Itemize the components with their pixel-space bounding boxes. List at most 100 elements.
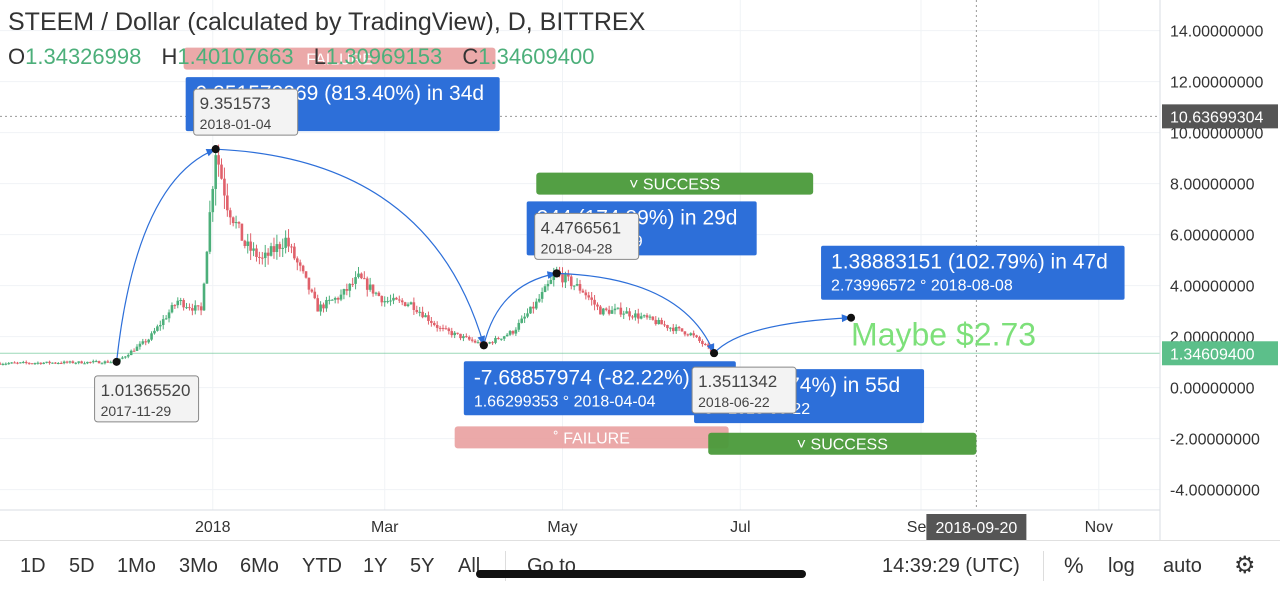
candle-body xyxy=(179,300,183,302)
swing-curve xyxy=(556,272,715,354)
candle-body xyxy=(301,265,305,272)
candle-body xyxy=(269,246,273,256)
candle-body xyxy=(453,332,456,336)
toolbar-divider xyxy=(1043,551,1044,581)
auto-scale-button[interactable]: auto xyxy=(1163,555,1202,577)
range-3mo-button[interactable]: 3Mo xyxy=(179,555,218,577)
y-tick-label: 8.00000000 xyxy=(1170,177,1255,194)
axes: 14.00000000 12.00000000 10.00000000 8.00000… xyxy=(0,0,1278,540)
candle-body xyxy=(202,283,206,311)
swing-curve xyxy=(215,148,485,346)
current-price-tag xyxy=(1162,341,1278,366)
candle-body xyxy=(578,284,582,291)
pivot-label-price: 1.01365520 xyxy=(101,381,191,400)
candle-body xyxy=(371,284,375,294)
candle-body xyxy=(164,318,168,320)
percent-scale-button[interactable]: % xyxy=(1064,553,1084,578)
annotations: FAILURE ˅ SUCCESS ˚ FAILURE ˅ SUCCESS 9.3515… xyxy=(94,47,1125,455)
candle-body xyxy=(310,289,314,292)
y-tick-label: 14.00000000 xyxy=(1170,24,1264,41)
candle-body xyxy=(86,361,89,364)
candle-body xyxy=(604,308,608,310)
range-5y-button[interactable]: 5Y xyxy=(410,555,435,577)
candle-body xyxy=(654,319,658,325)
candle-body xyxy=(680,328,684,332)
gear-icon[interactable]: ⚙ xyxy=(1234,552,1256,579)
pivot-label-price: 1.3511342 xyxy=(698,372,777,391)
success-badge-label: ˅ SUCCESS xyxy=(629,177,720,194)
candle-body xyxy=(287,237,290,247)
candle-body xyxy=(674,327,678,332)
candle-body xyxy=(532,306,535,309)
pivot-label-date: 2018-04-28 xyxy=(541,240,613,256)
candle-body xyxy=(249,241,252,251)
candle-body xyxy=(599,306,602,315)
candle-body xyxy=(365,278,369,290)
candle-body xyxy=(491,342,494,344)
candle-body xyxy=(214,155,217,189)
x-tick-label: May xyxy=(547,519,577,536)
candle-body xyxy=(400,300,404,303)
candle-body xyxy=(188,307,191,309)
candle-body xyxy=(465,336,468,338)
range-5d-button[interactable]: 5D xyxy=(69,555,95,577)
y-tick-label: 6.00000000 xyxy=(1170,228,1255,245)
candle-body xyxy=(94,361,98,363)
candle-body xyxy=(339,294,343,300)
candle-body xyxy=(368,284,372,290)
measure-callout-line2: 2.73996572 ° 2018-08-08 xyxy=(831,278,1013,295)
candle-body xyxy=(517,322,521,330)
range-1y-button[interactable]: 1Y xyxy=(363,555,388,577)
candle-body xyxy=(10,362,13,364)
candle-body xyxy=(109,362,113,364)
candle-body xyxy=(135,346,139,351)
log-scale-button[interactable]: log xyxy=(1108,555,1135,577)
candle-body xyxy=(322,304,325,309)
candle-body xyxy=(648,316,652,318)
candle-body xyxy=(569,276,573,287)
candle-body xyxy=(622,313,626,315)
range-1mo-button[interactable]: 1Mo xyxy=(117,555,156,577)
candle-body xyxy=(328,299,331,301)
pivot-label-box xyxy=(193,88,299,136)
success-badge-label: ˅ SUCCESS xyxy=(797,437,888,454)
candle-body xyxy=(272,246,276,253)
candle-body xyxy=(173,305,177,307)
range-6mo-button[interactable]: 6Mo xyxy=(240,555,279,577)
candle-body xyxy=(561,273,564,283)
candle-body xyxy=(48,361,51,364)
candle-body xyxy=(526,313,529,317)
utc-clock[interactable]: 14:39:29 (UTC) xyxy=(882,555,1020,577)
range-all-button[interactable]: All xyxy=(458,555,481,577)
candle-body xyxy=(19,362,22,364)
candle-body xyxy=(167,312,171,319)
candle-body xyxy=(695,335,698,338)
candle-body xyxy=(377,292,381,296)
range-ytd-button[interactable]: YTD xyxy=(302,555,342,577)
x-tick-label: Mar xyxy=(371,519,399,536)
candle-body xyxy=(354,277,357,284)
pivot-label-box xyxy=(534,212,640,260)
candle-body xyxy=(13,362,16,364)
candle-body xyxy=(97,361,101,364)
candle-body xyxy=(65,361,69,363)
candle-body xyxy=(319,304,322,312)
candle-body xyxy=(330,299,334,301)
candle-body xyxy=(406,304,410,307)
range-1d-button[interactable]: 1D xyxy=(20,555,46,577)
candle-body xyxy=(252,248,255,251)
candle-body xyxy=(89,361,92,363)
candle-body xyxy=(357,273,360,278)
candle-body xyxy=(255,248,258,257)
chart-title: STEEM / Dollar (calculated by TradingVie… xyxy=(8,8,646,36)
candle-body xyxy=(193,305,197,311)
candle-body xyxy=(383,301,387,303)
candle-body xyxy=(36,362,40,364)
candle-body xyxy=(543,286,547,293)
toolbar-divider xyxy=(505,551,506,581)
candle-body xyxy=(701,341,704,345)
candle-body xyxy=(360,273,363,279)
candle-body xyxy=(427,315,430,321)
price-chart[interactable]: FAILURE ˅ SUCCESS ˚ FAILURE ˅ SUCCESS 9.3515… xyxy=(0,0,1280,540)
swing-curve xyxy=(713,317,852,354)
